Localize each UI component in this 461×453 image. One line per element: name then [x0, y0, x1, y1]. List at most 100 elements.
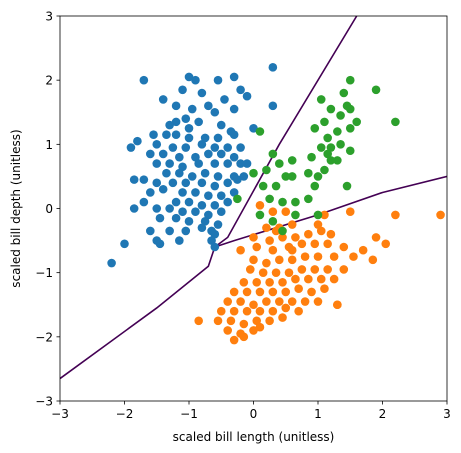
- scatter-point-series-2: [255, 322, 265, 332]
- scatter-point-series-2: [287, 297, 297, 306]
- scatter-point-series-3: [278, 197, 287, 207]
- scatter-point-series-1: [175, 152, 184, 162]
- scatter-point-series-2: [265, 277, 274, 287]
- scatter-point-series-2: [223, 326, 232, 335]
- scatter-point-series-2: [307, 287, 316, 297]
- scatter-point-series-2: [284, 268, 294, 277]
- scatter-point-series-1: [191, 207, 200, 217]
- scatter-point-series-1: [229, 152, 239, 162]
- x-axis-label: scaled bill length (unitless): [173, 430, 335, 444]
- scatter-point-series-1: [213, 220, 223, 229]
- scatter-point-series-1: [158, 149, 168, 159]
- scatter-point-series-3: [326, 156, 336, 165]
- scatter-point-series-3: [304, 194, 313, 204]
- scatter-point-series-1: [210, 242, 220, 252]
- scatter-point-series-3: [304, 168, 313, 178]
- scatter-point-series-1: [207, 236, 216, 245]
- scatter-point-series-3: [278, 226, 287, 236]
- scatter-point-series-1: [168, 143, 178, 152]
- scatter-point-series-3: [291, 197, 300, 207]
- scatter-point-series-3: [310, 181, 320, 191]
- scatter-point-series-2: [268, 245, 278, 255]
- scatter-point-series-1: [210, 143, 220, 152]
- scatter-point-series-3: [275, 159, 284, 168]
- scatter-point-series-1: [194, 117, 203, 127]
- y-tick-label: 0: [45, 202, 53, 216]
- scatter-point-series-3: [323, 149, 332, 159]
- scatter-point-series-2: [278, 233, 287, 242]
- scatter-point-series-2: [313, 252, 323, 261]
- scatter-point-series-1: [162, 168, 171, 178]
- scatter-point-series-3: [342, 101, 352, 111]
- scatter-point-series-1: [204, 191, 213, 200]
- scatter-point-series-1: [191, 152, 200, 162]
- scatter-point-series-2: [236, 297, 245, 306]
- scatter-point-series-2: [287, 220, 297, 229]
- scatter-point-series-3: [262, 165, 271, 175]
- scatter-point-series-3: [310, 123, 320, 133]
- scatter-point-series-3: [339, 88, 349, 98]
- scatter-point-series-2: [249, 300, 258, 310]
- scatter-point-series-2: [216, 306, 226, 316]
- scatter-point-series-2: [268, 207, 278, 217]
- scatter-point-series-2: [281, 287, 291, 297]
- scatter-point-series-3: [342, 181, 352, 191]
- scatter-point-series-1: [197, 200, 207, 210]
- scatter-point-series-2: [297, 265, 307, 274]
- scatter-point-series-2: [229, 287, 239, 297]
- scatter-point-series-1: [236, 143, 245, 152]
- x-tick-label: 0: [250, 407, 258, 421]
- scatter-point-series-2: [229, 335, 239, 345]
- scatter-point-series-1: [133, 136, 142, 146]
- scatter-point-series-1: [107, 258, 116, 268]
- scatter-point-series-1: [165, 120, 174, 130]
- scatter-point-series-2: [252, 242, 262, 252]
- scatter-point-series-1: [249, 123, 258, 133]
- scatter-point-series-1: [197, 178, 207, 188]
- scatter-point-series-1: [236, 159, 245, 168]
- scatter-point-series-2: [239, 332, 249, 342]
- scatter-point-series-1: [223, 178, 232, 188]
- scatter-point-series-2: [236, 245, 245, 255]
- scatter-point-series-3: [255, 210, 265, 220]
- scatter-point-series-2: [329, 274, 339, 284]
- scatter-point-series-2: [278, 313, 287, 322]
- y-tick-label: −3: [35, 395, 53, 409]
- scatter-point-series-2: [275, 255, 284, 265]
- scatter-point-series-1: [126, 143, 136, 152]
- scatter-point-series-1: [220, 95, 229, 104]
- scatter-point-series-2: [262, 297, 271, 306]
- scatter-point-series-1: [204, 101, 213, 111]
- scatter-point-series-1: [146, 149, 155, 159]
- scatter-point-series-2: [300, 252, 310, 261]
- scatter-point-series-2: [239, 277, 249, 287]
- scatter-point-series-1: [239, 172, 249, 181]
- scatter-point-series-2: [249, 233, 258, 242]
- plot-frame: [59, 15, 448, 402]
- scatter-point-series-2: [255, 306, 265, 316]
- scatter-point-series-2: [310, 239, 320, 249]
- scatter-point-series-1: [168, 178, 178, 188]
- scatter-point-series-3: [333, 127, 342, 136]
- scatter-point-series-2: [291, 233, 300, 242]
- scatter-point-series-2: [391, 210, 400, 220]
- scatter-point-series-1: [194, 159, 203, 168]
- scatter-point-series-1: [191, 188, 200, 197]
- scatter-point-series-2: [223, 297, 232, 306]
- scatter-point-series-1: [149, 130, 158, 140]
- scatter-point-series-2: [242, 306, 252, 316]
- y-tick-label: 3: [45, 10, 53, 24]
- scatter-point-series-3: [233, 194, 242, 204]
- y-tick-label: 2: [45, 74, 53, 88]
- scatter-point-series-1: [204, 210, 213, 220]
- scatter-point-series-3: [371, 85, 381, 95]
- scatter-point-series-1: [200, 133, 210, 143]
- scatter-point-series-2: [249, 326, 258, 335]
- scatter-point-series-2: [294, 284, 303, 294]
- scatter-point-series-1: [171, 117, 181, 127]
- scatter-point-series-1: [200, 217, 210, 226]
- scatter-point-series-2: [323, 265, 332, 274]
- y-tick-label: −2: [35, 330, 53, 344]
- scatter-point-series-2: [252, 277, 262, 287]
